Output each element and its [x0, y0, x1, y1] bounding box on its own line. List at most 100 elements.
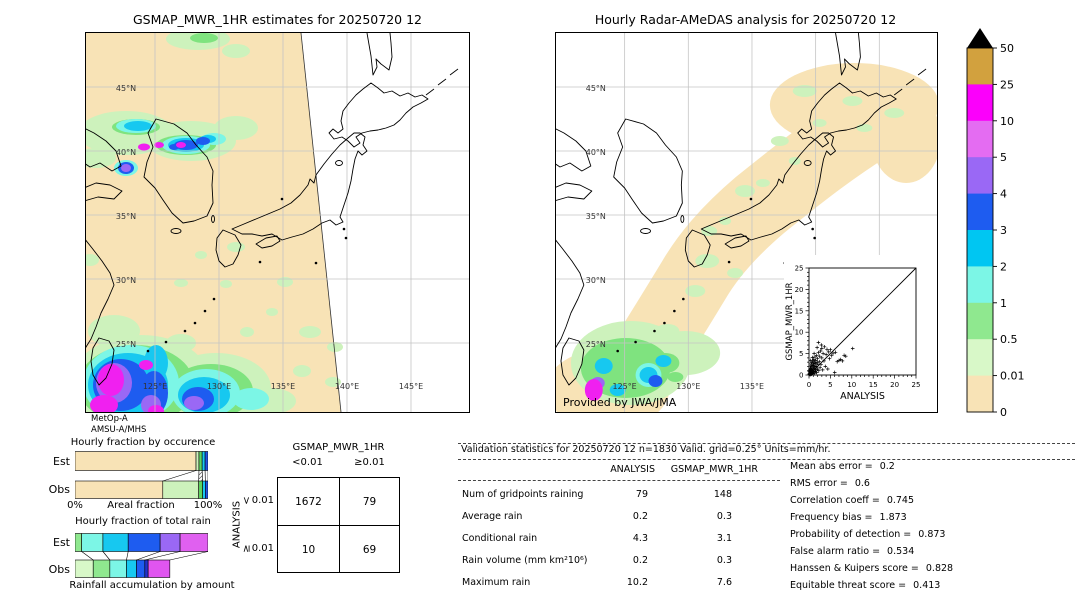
metric-frequency-bias: Frequency bias = 1.873: [790, 512, 907, 523]
stat-row-label: Conditional rain: [462, 533, 538, 544]
inset-y-tick: 0: [799, 372, 803, 380]
colorbar-tick-label: 0.5: [1000, 333, 1018, 346]
right-grid-coastlines: [556, 33, 937, 412]
contingency-cell-false-alarm: 79: [362, 496, 377, 508]
lt-glyph: <: [242, 496, 254, 505]
occurrence-bars: [75, 451, 208, 499]
colorbar-tick-label: 3: [1000, 224, 1007, 237]
scatter-points: [807, 340, 855, 377]
sensor-note: MetOp-A AMSU-A/MHS: [91, 414, 146, 436]
totalrain-obs-label: Obs: [48, 563, 70, 576]
colorbar-segment: [967, 48, 993, 85]
right-map-title: Hourly Radar-AMeDAS analysis for 2025072…: [594, 12, 897, 27]
svg-text:45°N: 45°N: [116, 84, 136, 93]
colorbar-overflow-triangle: [967, 28, 993, 48]
stat-row-gsmap: 148: [713, 489, 732, 500]
contingency-row-lt: <0.01: [242, 495, 274, 506]
colorbar-tick-label: 0.01: [1000, 370, 1025, 383]
inset-y-label: GSMAP_MWR_1HR: [785, 282, 795, 360]
stat-row-analysis: 0.2: [632, 511, 648, 522]
inset-y-tick: 10: [795, 329, 804, 337]
metric-correlation: Correlation coeff = 0.745: [790, 495, 915, 506]
stat-row-analysis: 10.2: [626, 577, 648, 588]
svg-text:140°E: 140°E: [335, 382, 359, 391]
stat-row-gsmap: 3.1: [716, 533, 732, 544]
svg-text:35°N: 35°N: [116, 212, 136, 221]
stat-row-analysis: 0.2: [632, 555, 648, 566]
colorbar-segment: [967, 120, 993, 158]
svg-text:125°E: 125°E: [143, 382, 167, 391]
left-grid-coastlines: [86, 33, 469, 412]
left-map-canvas: 45°N 40°N 35°N 30°N 25°N 125°E 130°E 135…: [86, 33, 469, 412]
stat-row-gsmap: 0.3: [716, 555, 732, 566]
inset-y-tick: 5: [799, 350, 803, 358]
left-map-title: GSMAP_MWR_1HR estimates for 20250720 12: [133, 12, 422, 27]
left-precip-blobs: [86, 33, 343, 412]
areal-fraction-0: 0%: [67, 500, 83, 511]
occurrence-title: Hourly fraction by occurence: [70, 437, 216, 448]
colorbar-tick-label: 25: [1000, 78, 1014, 91]
contingency-row-axis: ANALYSIS: [231, 500, 243, 549]
inset-x-tick: 5: [828, 381, 832, 389]
colorbar-tick-label: 1: [1000, 297, 1007, 310]
colorbar-segment: [967, 339, 993, 376]
sensor-platform: MetOp-A: [91, 414, 128, 424]
scatter-inset: 0 0 5 5 10 10 15 15 20 20 25 25 ANALYSIS GSMAP_MWR_1H…: [784, 255, 937, 412]
inset-y-tick: 15: [795, 307, 804, 315]
scatter-plot: 00 5 5 10 10 15 15 20 20 25 25 ANALYSIS GSMAP_MWR_1H…: [784, 255, 937, 412]
right-precip-blobs: [570, 85, 905, 405]
svg-text:35°N: 35°N: [586, 212, 606, 221]
contingency-cell-hits: 69: [362, 544, 377, 556]
occurrence-obs-label: Obs: [48, 483, 70, 496]
sensor-instrument: AMSU-A/MHS: [91, 425, 147, 436]
colorbar-tick-label: 10: [1000, 115, 1014, 128]
svg-text:135°E: 135°E: [740, 382, 764, 391]
areal-fraction-100: 100%: [193, 500, 223, 511]
svg-text:125°E: 125°E: [613, 382, 637, 391]
contingency-table: 1672 79 10 69: [277, 477, 400, 573]
svg-text:25°N: 25°N: [586, 340, 606, 349]
svg-text:135°E: 135°E: [271, 382, 295, 391]
inset-x-tick: 20: [890, 381, 899, 389]
svg-text:30°N: 30°N: [586, 276, 606, 285]
metric-rms-error: RMS error = 0.6: [790, 478, 870, 489]
colorbar-segment: [967, 157, 993, 194]
colorbar-segment: [967, 302, 993, 340]
contingency-title: GSMAP_MWR_1HR: [292, 442, 385, 453]
credit-text: Provided by JWA/JMA: [563, 396, 677, 409]
stats-header: Validation statistics for 20250720 12 n=…: [461, 444, 831, 455]
stat-row-gsmap: 7.6: [716, 577, 732, 588]
inset-x-label: ANALYSIS: [840, 391, 885, 402]
colorbar-tick-label: 0: [1000, 406, 1007, 419]
svg-text:40°N: 40°N: [116, 148, 136, 157]
col-gsmap: GSMAP_MWR_1HR: [670, 464, 758, 475]
ge-glyph: ≥: [242, 544, 254, 553]
colorbar-tick-label: 4: [1000, 188, 1007, 201]
divider-under-header: [458, 459, 1075, 460]
totalrain-caption: Rainfall accumulation by amount: [69, 580, 235, 591]
contingency-col-lt: <0.01: [292, 457, 323, 468]
contingency-col-ge: ≥0.01: [354, 457, 385, 468]
colorbar-tick-label: 5: [1000, 151, 1007, 164]
stat-row-gsmap: 0.3: [716, 511, 732, 522]
stat-row-analysis: 79: [635, 489, 648, 500]
svg-text:30°N: 30°N: [116, 276, 136, 285]
svg-text:40°N: 40°N: [586, 148, 606, 157]
colorbar-tick-label: 2: [1000, 260, 1007, 273]
metric-far: False alarm ratio = 0.534: [790, 546, 915, 557]
inset-x-tick: 0: [807, 381, 811, 389]
divider-top: [458, 443, 1075, 444]
svg-text:130°E: 130°E: [676, 382, 700, 391]
left-map: 45°N 40°N 35°N 30°N 25°N 125°E 130°E 135…: [85, 32, 470, 413]
inset-x-tick: 10: [847, 381, 856, 389]
svg-text:45°N: 45°N: [586, 84, 606, 93]
metric-hk-score: Hanssen & Kuipers score = 0.828: [790, 563, 954, 574]
svg-text:25°N: 25°N: [116, 340, 136, 349]
right-map: 45°N 40°N 35°N 30°N 25°N 125°E 130°E 135…: [555, 32, 938, 413]
totalrain-est-label: Est: [53, 536, 70, 549]
inset-x-tick: 15: [869, 381, 878, 389]
inset-y-tick: 25: [795, 265, 804, 273]
areal-fraction-label: Areal fraction: [107, 500, 175, 511]
totalrain-title: Hourly fraction of total rain: [75, 516, 211, 527]
